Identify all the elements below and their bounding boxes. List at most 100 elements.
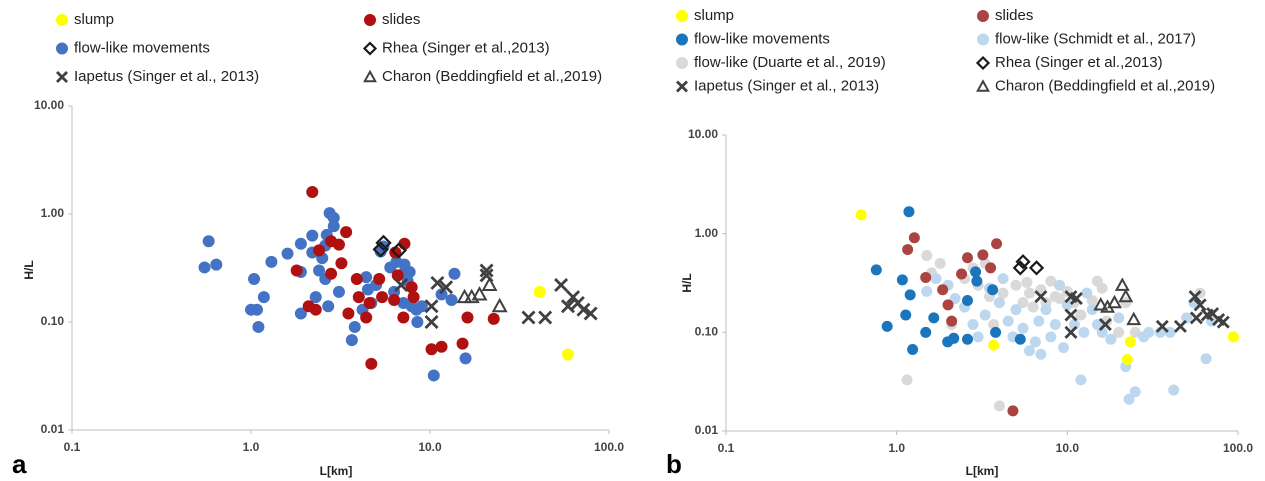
series xyxy=(533,285,574,361)
legend-label: flow-like (Schmidt et al., 2017) xyxy=(995,30,1196,47)
point xyxy=(993,400,1005,412)
point xyxy=(365,357,378,370)
point xyxy=(533,285,546,298)
point xyxy=(928,312,940,324)
point xyxy=(881,320,893,332)
point xyxy=(977,249,989,261)
point xyxy=(855,209,867,221)
legend-label: slides xyxy=(995,7,1033,24)
point xyxy=(332,285,345,298)
legend-item: Iapetus (Singer et al., 2013) xyxy=(676,77,879,94)
point xyxy=(956,268,968,280)
y-axis-title: H/L xyxy=(680,273,694,292)
x-point xyxy=(583,306,598,321)
point xyxy=(1045,331,1057,343)
x-point xyxy=(1069,292,1083,306)
point xyxy=(202,235,215,248)
point xyxy=(348,320,361,333)
diamond-point xyxy=(390,242,408,259)
series xyxy=(456,276,508,313)
legend-item: slides xyxy=(977,7,1033,24)
point xyxy=(342,307,355,320)
y-tick-label: 0.01 xyxy=(41,422,65,436)
x-point xyxy=(576,302,591,317)
point xyxy=(1075,309,1087,321)
point xyxy=(373,273,386,286)
point xyxy=(901,374,913,386)
point xyxy=(1017,322,1029,334)
point xyxy=(949,293,961,305)
point xyxy=(1123,393,1135,405)
legend-swatch xyxy=(676,80,688,93)
point xyxy=(459,352,472,365)
triangle-point xyxy=(1118,288,1134,303)
point xyxy=(411,316,424,328)
x-tick-label: 10.0 xyxy=(418,440,442,454)
x-point xyxy=(479,263,494,278)
point xyxy=(920,326,932,338)
series xyxy=(855,209,1239,366)
point xyxy=(265,255,278,268)
data-points xyxy=(855,206,1239,417)
x-point xyxy=(554,278,569,293)
point xyxy=(340,226,353,239)
point xyxy=(252,320,265,333)
x-axis-title: L[km] xyxy=(966,464,999,478)
point xyxy=(248,273,261,286)
point xyxy=(1021,276,1033,288)
x-point xyxy=(1098,318,1112,332)
legend-item: slides xyxy=(364,11,420,28)
point xyxy=(1010,279,1022,291)
legend-swatch xyxy=(362,41,378,56)
legend-item: slump xyxy=(56,11,114,28)
point xyxy=(1129,326,1141,338)
legend-swatch xyxy=(976,79,990,92)
x-point xyxy=(1034,290,1048,304)
x-point xyxy=(1064,308,1078,322)
x-point xyxy=(521,310,536,325)
point xyxy=(309,303,322,316)
x-tick-label: 100.0 xyxy=(1223,441,1253,455)
point xyxy=(1078,326,1090,338)
x-point xyxy=(1216,315,1230,329)
point xyxy=(306,229,319,242)
triangle-point xyxy=(1126,311,1142,326)
x-point xyxy=(439,280,454,295)
point xyxy=(987,284,999,296)
legend-swatch xyxy=(56,14,68,26)
point xyxy=(921,285,933,297)
point xyxy=(456,337,469,350)
point xyxy=(325,267,338,280)
chart-panel: 0.01 0.10 1.00 10.00 0.1 1.0 10.0 100.0 L[km] H/L… xyxy=(12,11,624,479)
point xyxy=(561,348,574,361)
point xyxy=(327,220,340,233)
point xyxy=(961,333,973,345)
point xyxy=(1045,275,1057,287)
series xyxy=(902,232,1019,417)
series xyxy=(1012,254,1045,276)
point xyxy=(1054,293,1066,305)
point xyxy=(345,334,358,347)
point xyxy=(1227,331,1239,343)
point xyxy=(907,343,919,355)
legend-swatch xyxy=(676,57,688,69)
legend-label: flow-like movements xyxy=(694,30,830,47)
point xyxy=(1058,342,1070,354)
x-point xyxy=(1155,319,1169,333)
series xyxy=(198,207,472,382)
point xyxy=(350,273,363,286)
legend-item: Rhea (Singer et al.,2013) xyxy=(362,39,550,56)
legend-item: flow-like movements xyxy=(56,39,210,56)
x-tick-label: 100.0 xyxy=(594,440,624,454)
panel-label: b xyxy=(666,449,682,479)
x-point xyxy=(1189,311,1203,325)
x-tick-label: 1.0 xyxy=(888,441,905,455)
point xyxy=(250,303,263,316)
x-tick-label: 1.0 xyxy=(243,440,260,454)
y-tick-label: 10.00 xyxy=(34,98,64,112)
point xyxy=(435,340,448,353)
legend-label: Iapetus (Singer et al., 2013) xyxy=(694,77,879,94)
point xyxy=(1049,319,1061,331)
point xyxy=(1086,304,1098,316)
point xyxy=(210,258,223,271)
